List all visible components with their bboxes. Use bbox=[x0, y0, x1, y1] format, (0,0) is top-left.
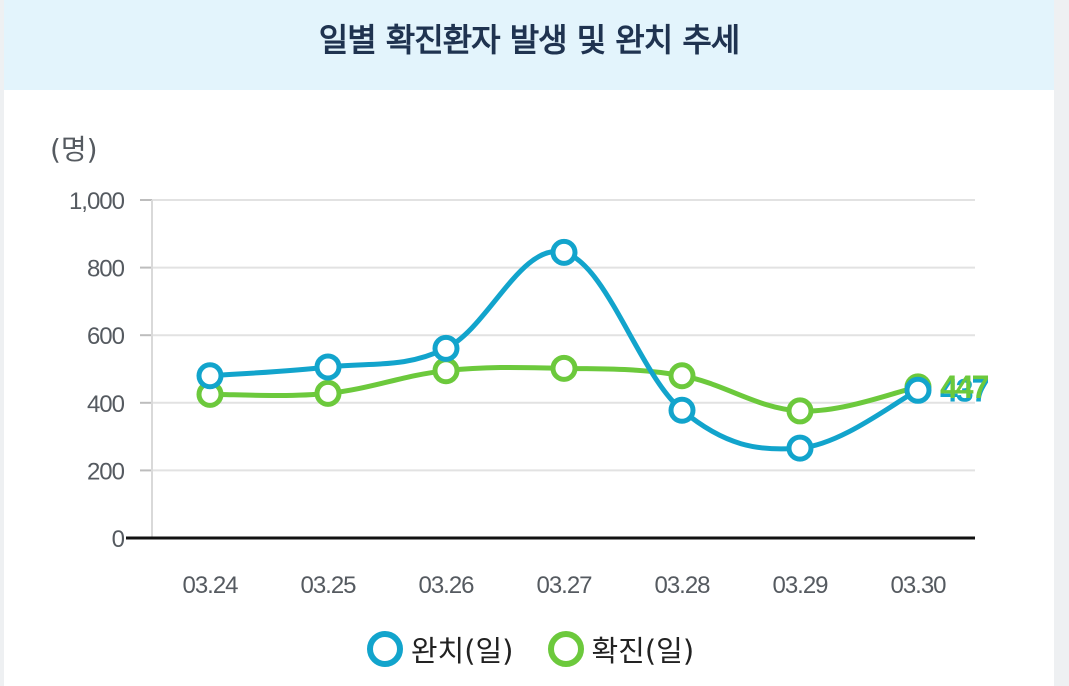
data-point-recovered-03.25 bbox=[314, 353, 342, 381]
data-point-confirmed-03.26 bbox=[432, 357, 460, 385]
legend-item-confirmed[interactable]: 확진(일) bbox=[547, 628, 695, 670]
data-points bbox=[196, 238, 932, 462]
data-point-confirmed-03.25 bbox=[314, 379, 342, 407]
y-axis-unit-label: (명) bbox=[50, 133, 98, 166]
title-bar: 일별 확진환자 발생 및 완치 추세 bbox=[4, 0, 1054, 90]
chart-card: 일별 확진환자 발생 및 완치 추세 bbox=[4, 0, 1054, 686]
x-tick-label-03.28: 03.28 bbox=[654, 572, 710, 599]
data-point-recovered-03.28 bbox=[668, 396, 696, 424]
legend-item-recovered[interactable]: 완치(일) bbox=[366, 628, 514, 670]
legend-marker-confirmed bbox=[547, 631, 584, 667]
x-tick-label-03.26: 03.26 bbox=[418, 572, 474, 599]
x-tick-label-03.27: 03.27 bbox=[536, 572, 592, 599]
legend-label-recovered: 완치(일) bbox=[410, 634, 514, 668]
y-tick-label-1,000: 1,000 bbox=[69, 188, 125, 215]
x-tick-label-03.24: 03.24 bbox=[182, 572, 238, 599]
end-label-recovered: 437 bbox=[940, 372, 989, 408]
series-lines bbox=[207, 248, 921, 452]
chart-title: 일별 확진환자 발생 및 완치 추세 bbox=[318, 21, 740, 59]
grid-lines bbox=[152, 199, 975, 472]
x-tick-label-03.29: 03.29 bbox=[772, 572, 828, 599]
axes bbox=[126, 199, 975, 540]
y-tick-label-800: 800 bbox=[87, 256, 125, 283]
end-label-confirmed: 447 bbox=[940, 369, 989, 405]
series-line-recovered bbox=[207, 248, 921, 452]
legend-marker-recovered bbox=[366, 631, 403, 667]
data-point-confirmed-03.28 bbox=[668, 362, 696, 390]
x-tick-label-03.25: 03.25 bbox=[300, 572, 356, 599]
legend-label-confirmed: 확진(일) bbox=[591, 634, 695, 668]
y-tick-label-600: 600 bbox=[87, 323, 125, 350]
y-tick-label-200: 200 bbox=[87, 458, 125, 485]
data-point-recovered-03.29 bbox=[786, 434, 814, 462]
legend: 완치(일) 확진(일) bbox=[0, 628, 1065, 670]
x-tick-label-03.30: 03.30 bbox=[890, 572, 946, 599]
data-point-recovered-03.30 bbox=[904, 376, 932, 404]
y-tick-label-0: 0 bbox=[112, 526, 125, 553]
data-point-recovered-03.27 bbox=[550, 238, 578, 266]
y-tick-label-400: 400 bbox=[87, 391, 125, 418]
data-point-confirmed-03.27 bbox=[550, 354, 578, 382]
data-point-recovered-03.26 bbox=[432, 334, 460, 362]
data-point-confirmed-03.29 bbox=[786, 397, 814, 425]
tick-labels: 0 200 400 600 800 1,000 03.24 03.25 03.26 03.27 03… bbox=[69, 188, 947, 599]
data-point-recovered-03.24 bbox=[196, 362, 224, 390]
